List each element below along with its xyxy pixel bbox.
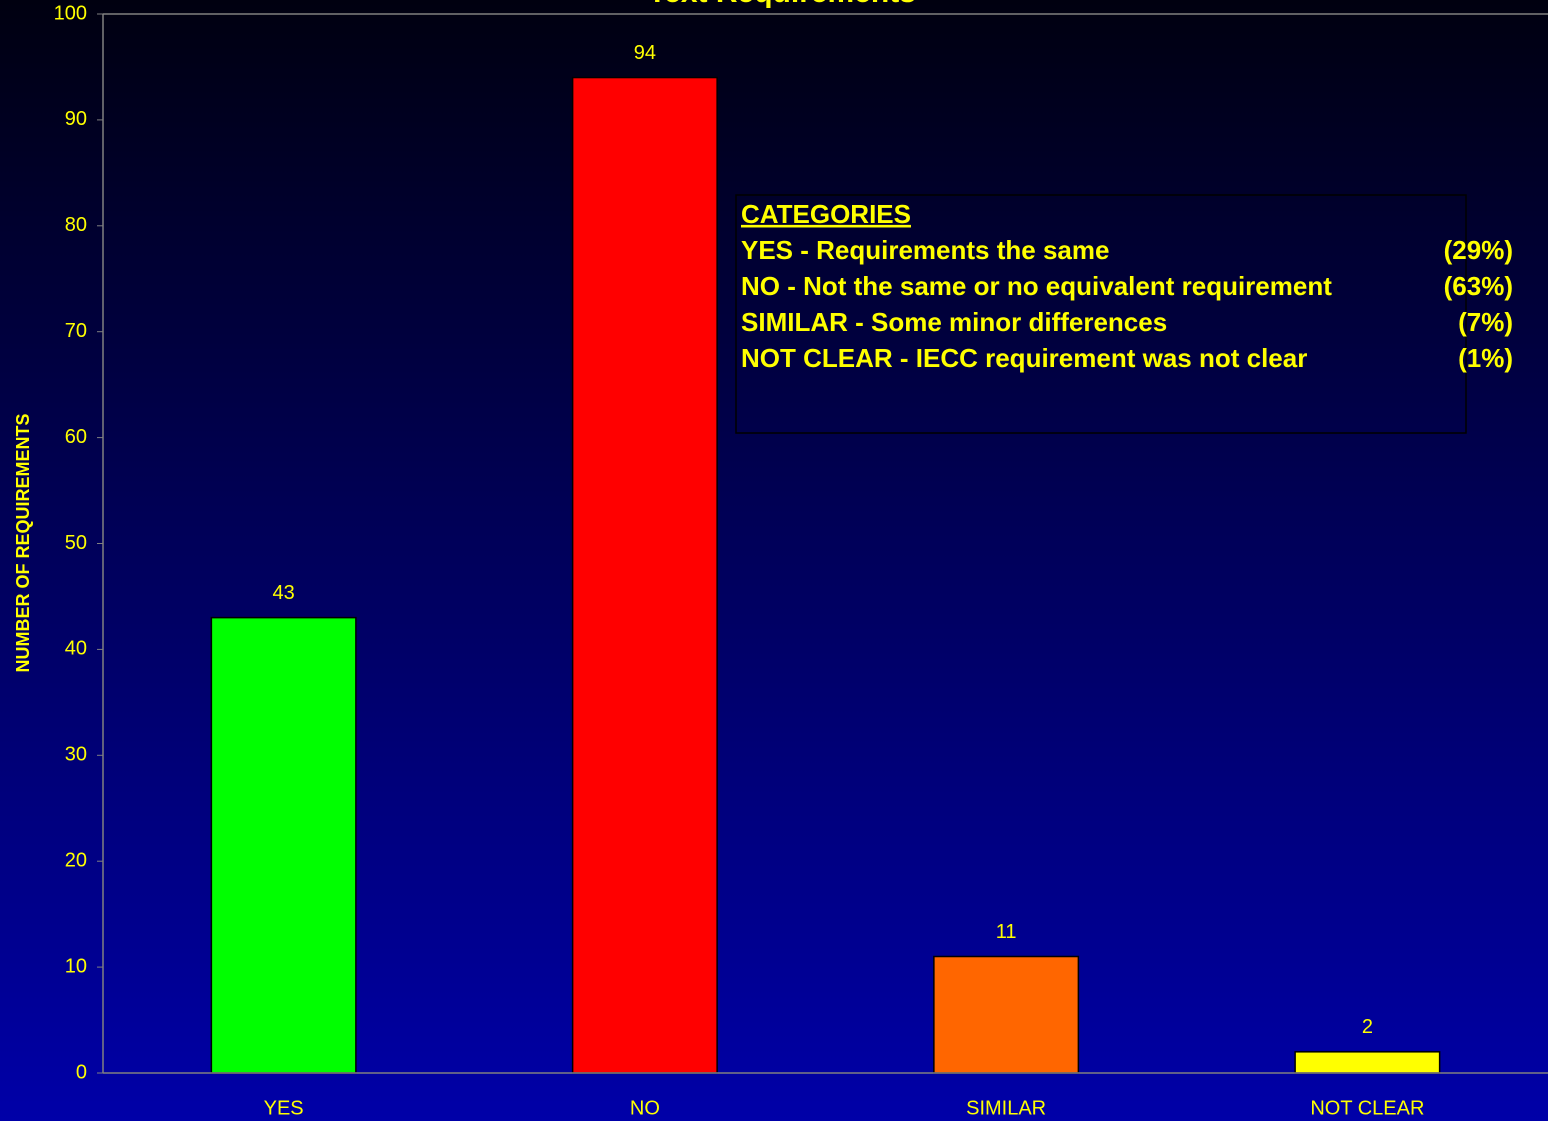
legend-percent: (63%) <box>1444 271 1513 301</box>
bar <box>933 955 1080 1074</box>
data-label: 11 <box>996 921 1017 943</box>
y-tick-label: 50 <box>65 532 87 554</box>
y-tick-label: 10 <box>65 955 87 977</box>
x-tick-label: YES <box>264 1097 304 1119</box>
legend-text: NOT CLEAR - IECC requirement was not cle… <box>741 343 1307 373</box>
bar <box>1294 1051 1441 1074</box>
y-tick-label: 70 <box>65 320 87 342</box>
data-label: 43 <box>273 582 295 604</box>
legend-box <box>735 194 1467 434</box>
chart-title: Text Requirements <box>648 0 916 9</box>
y-tick-label: 60 <box>65 426 87 448</box>
y-axis-label: NUMBER OF REQUIREMENTS <box>13 413 33 672</box>
legend-text: SIMILAR - Some minor differences <box>741 307 1167 337</box>
y-tick-label: 80 <box>65 214 87 236</box>
legend-title: CATEGORIES <box>741 199 911 229</box>
data-label: 94 <box>634 42 656 64</box>
legend-percent: (1%) <box>1458 343 1513 373</box>
y-tick-label: 100 <box>54 2 87 24</box>
legend-text: NO - Not the same or no equivalent requi… <box>741 271 1332 301</box>
bar <box>210 616 357 1074</box>
x-tick-label: NOT CLEAR <box>1310 1097 1424 1119</box>
bar <box>571 76 718 1074</box>
legend-percent: (29%) <box>1444 235 1513 265</box>
y-tick-label: 40 <box>65 638 87 660</box>
y-tick-label: 90 <box>65 108 87 130</box>
data-label: 2 <box>1362 1016 1373 1038</box>
y-tick-label: 20 <box>65 849 87 871</box>
legend-percent: (7%) <box>1458 307 1513 337</box>
legend-text: YES - Requirements the same <box>741 235 1109 265</box>
y-tick-label: 30 <box>65 744 87 766</box>
x-tick-label: NO <box>630 1097 660 1119</box>
y-tick-label: 0 <box>76 1061 87 1083</box>
x-tick-label: SIMILAR <box>966 1097 1046 1119</box>
